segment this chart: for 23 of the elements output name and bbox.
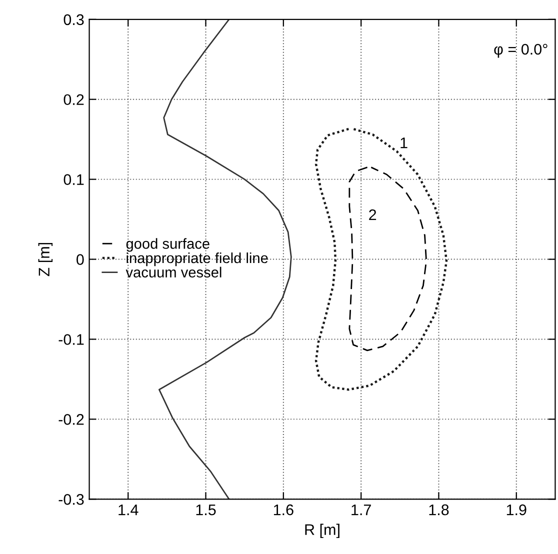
annotation: φ = 0.0° xyxy=(494,44,548,58)
x-axis-title: R [m] xyxy=(305,524,340,538)
y-tick-label: 0.2 xyxy=(64,94,84,106)
annotation: 2 xyxy=(369,209,376,220)
annotation: 1 xyxy=(400,138,408,148)
x-tick-label: 1.5 xyxy=(196,504,216,516)
y-axis-title: Z [m] xyxy=(38,242,53,276)
y-tick-label: -0.3 xyxy=(58,494,84,505)
y-tick-label: 0 xyxy=(76,254,84,265)
x-tick-label: 1.6 xyxy=(274,504,294,516)
y-tick-label: 0.3 xyxy=(64,14,84,26)
line-series xyxy=(348,166,427,352)
y-tick-label: 0.1 xyxy=(64,174,84,185)
x-tick-label: 1.4 xyxy=(118,504,138,516)
y-tick-label: -0.1 xyxy=(58,334,84,345)
x-tick-label: 1.8 xyxy=(429,504,449,516)
legend-label: good surface xyxy=(126,238,210,252)
legend-label: inappropriate field line xyxy=(126,252,268,266)
legend-label: vacuum vessel xyxy=(126,266,222,278)
x-tick-label: 1.7 xyxy=(352,504,371,516)
y-tick-label: -0.2 xyxy=(58,414,84,425)
line-series xyxy=(314,128,448,391)
x-tick-label: 1.9 xyxy=(506,504,526,516)
